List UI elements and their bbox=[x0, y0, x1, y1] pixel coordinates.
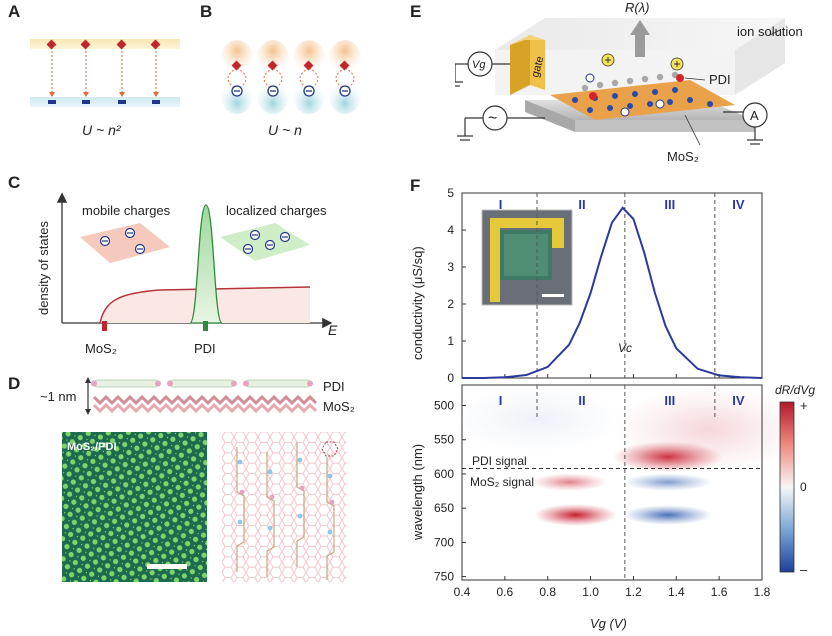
colorbar bbox=[779, 401, 795, 573]
y-tick-label: 0 bbox=[447, 371, 454, 385]
y-tick-label: 700 bbox=[434, 535, 454, 549]
panel-d-stm-image: MoS₂/PDI bbox=[62, 432, 207, 582]
heatmap-blob bbox=[612, 385, 805, 474]
y-tick-label: 650 bbox=[434, 501, 454, 515]
y-tick-label: 500 bbox=[434, 399, 454, 413]
wavelength-ylabel: wavelength (nm) bbox=[410, 444, 425, 541]
mos2-signal-label: MoS₂ signal bbox=[470, 475, 534, 489]
y-tick-label: 1 bbox=[447, 334, 454, 348]
panel-d-pdi-label: PDI bbox=[323, 379, 345, 394]
panel-d-mos2-label: MoS₂ bbox=[323, 399, 355, 414]
conductivity-plot-frame bbox=[461, 192, 763, 379]
y-tick-label: 3 bbox=[447, 260, 454, 274]
y-tick-label: 4 bbox=[447, 223, 454, 237]
x-tick-label: 1.6 bbox=[711, 585, 728, 599]
y-tick-label: 5 bbox=[447, 186, 454, 200]
y-tick-label: 600 bbox=[434, 467, 454, 481]
panel-d-lattice-model bbox=[222, 432, 347, 582]
colorbar-title: dR/dVg bbox=[775, 383, 815, 397]
bottom-layer bbox=[30, 97, 180, 107]
panel-letter-b: B bbox=[200, 2, 213, 21]
region-label: III bbox=[664, 197, 675, 212]
region-label: IV bbox=[732, 393, 745, 408]
heatmap-plot-frame bbox=[461, 384, 763, 581]
y-tick-label: 550 bbox=[434, 433, 454, 447]
panel-e-ammeter: A bbox=[750, 108, 759, 123]
panel-e-r-lambda: R(λ) bbox=[625, 0, 649, 15]
colorbar-tick-minus: – bbox=[800, 562, 808, 577]
panel-d-stack-diagram: ~1 nm PDI MoS₂ bbox=[40, 377, 355, 415]
heatmap-blob bbox=[534, 504, 617, 526]
region-label: I bbox=[499, 197, 503, 212]
panel-d-stm-label: MoS₂/PDI bbox=[67, 441, 117, 453]
heatmap-blob bbox=[623, 473, 713, 491]
panel-letter-f: F bbox=[410, 176, 421, 195]
panel-c-xlabel: E bbox=[328, 322, 338, 338]
panel-e-pdi: PDI bbox=[709, 72, 731, 87]
panel-c-localized-label: localized charges bbox=[226, 203, 327, 218]
colorbar-tick-zero: 0 bbox=[800, 480, 807, 494]
region-label: III bbox=[664, 393, 675, 408]
heatmap-blobs bbox=[451, 385, 805, 526]
y-tick-label: 2 bbox=[447, 297, 454, 311]
panel-e-vg: Vg bbox=[472, 59, 486, 71]
panel-c-pdi-label: PDI bbox=[194, 341, 216, 356]
panel-letter-e: E bbox=[410, 2, 422, 21]
vc-label: Vc bbox=[618, 341, 632, 355]
panel-a-diagram bbox=[30, 39, 180, 107]
region-label: IV bbox=[732, 197, 745, 212]
panel-letter-a: A bbox=[8, 2, 21, 21]
panel-b-diagram bbox=[221, 40, 361, 114]
scale-bar bbox=[147, 564, 187, 569]
panel-c-mos2-label: MoS₂ bbox=[85, 341, 117, 356]
heatmap-blob bbox=[623, 505, 713, 525]
panel-c-mobile-label: mobile charges bbox=[82, 203, 171, 218]
panel-e-gate: gate bbox=[529, 55, 546, 79]
vg-xlabel: Vg (V) bbox=[590, 616, 627, 631]
x-tick-label: 1.0 bbox=[582, 585, 599, 599]
panel-c-ylabel: density of states bbox=[36, 221, 51, 315]
panel-letter-d: D bbox=[8, 374, 21, 393]
region-label: II bbox=[578, 393, 585, 408]
x-tick-label: 0.8 bbox=[539, 585, 556, 599]
panel-letter-c: C bbox=[8, 173, 21, 192]
panel-e-device-diagram: R(λ) ion solution gate Vg PDI MoS₂ A ~ bbox=[455, 0, 803, 164]
conductivity-ylabel: conductivity (μS/sq) bbox=[410, 246, 425, 360]
panel-c-dos-diagram: density of states E mobile charges local… bbox=[36, 192, 338, 356]
x-tick-label: 0.6 bbox=[497, 585, 514, 599]
region-label: I bbox=[499, 393, 503, 408]
colorbar-tick-plus: + bbox=[800, 398, 808, 413]
device-inset-image bbox=[481, 209, 573, 306]
panel-e-ac-source: ~ bbox=[488, 110, 497, 127]
pdi-signal-label: PDI signal bbox=[472, 454, 527, 468]
panel-e-mos2: MoS₂ bbox=[667, 149, 699, 164]
conductivity-curve bbox=[462, 206, 763, 379]
panel-b-formula: U ~ n bbox=[268, 122, 302, 138]
panel-d-spacing-label: ~1 nm bbox=[40, 389, 77, 404]
x-tick-label: 0.4 bbox=[454, 585, 471, 599]
y-tick-label: 750 bbox=[434, 570, 454, 584]
top-layer bbox=[30, 39, 180, 49]
conductivity-axes: 0 1 2 3 4 5 bbox=[447, 186, 763, 385]
panel-a-formula: U ~ n² bbox=[82, 122, 121, 138]
panel-e-ion-solution: ion solution bbox=[737, 24, 803, 39]
region-label: II bbox=[578, 197, 585, 212]
heatmap-blob bbox=[451, 386, 623, 453]
heatmap-blob bbox=[531, 473, 607, 491]
x-tick-label: 1.8 bbox=[754, 585, 771, 599]
x-tick-label: 1.4 bbox=[668, 585, 685, 599]
x-tick-label: 1.2 bbox=[625, 585, 642, 599]
